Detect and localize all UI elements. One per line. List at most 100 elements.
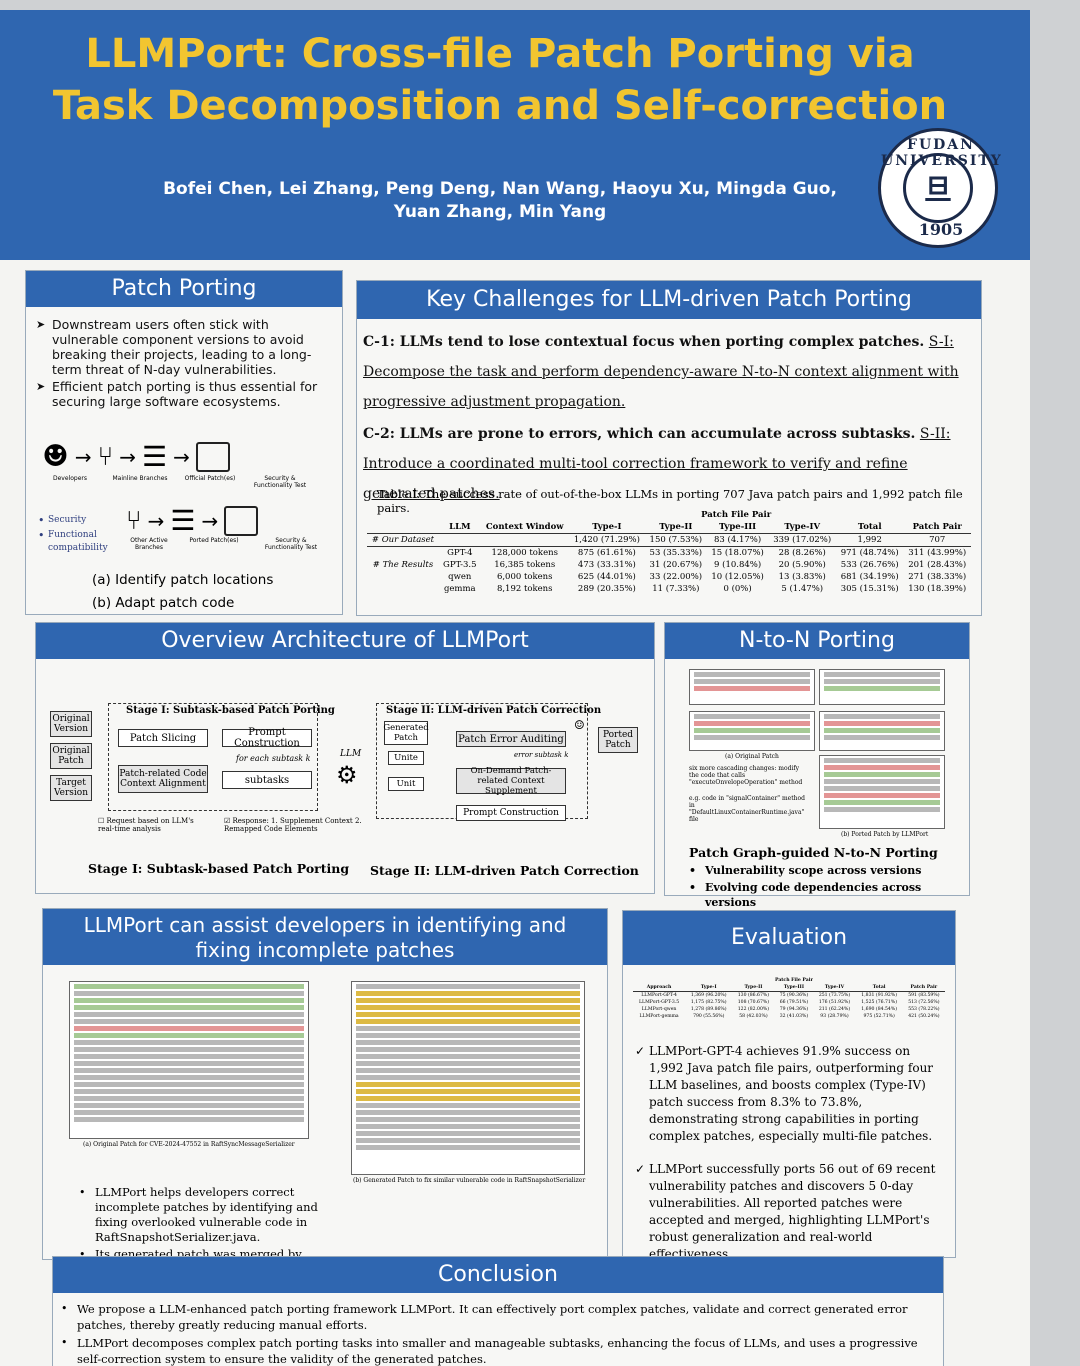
generated-patch-box: Generated Patch (383, 721, 429, 745)
patch-error-auditing-box: Patch Error Auditing (456, 731, 566, 747)
table-cell: 108 (70.67%) (737, 1000, 770, 1005)
table-cell: 93 (28.79%) (820, 1014, 849, 1019)
document-icon: ☰ (170, 504, 196, 537)
stage-1-title: Stage I: Subtask-based Patch Porting (126, 705, 335, 716)
eval-point: ✓ LLMPort successfully ports 56 out of 6… (635, 1161, 941, 1263)
university-logo: FUDAN UNIVERSITY 旦 1905 (878, 128, 1001, 248)
table-cell: 1,420 (71.29%) (573, 535, 640, 545)
workflow-row-1: ☻ → ⑂ → ☰ → Developers Mainline Branches… (42, 439, 332, 489)
table-cell: 971 (48.74%) (840, 548, 899, 558)
table-cell: LLMPort-GPT-3.5 (639, 1000, 680, 1005)
table-cell: 421 (50.24%) (908, 1014, 940, 1019)
request-icon: ☐ (98, 817, 105, 825)
branch-icon: ⑂ (126, 505, 142, 536)
table-cell: 53 (35.33%) (649, 548, 703, 558)
workflow-row-2: ⑂ → ☰ → Other Active Branches Ported Pat… (126, 504, 336, 551)
icon-label: Security & Functionality Test (264, 537, 318, 551)
authors-line-2: Yuan Zhang, Min Yang (393, 202, 607, 222)
poster-header: LLMPort: Cross-file Patch Porting via Ta… (0, 10, 1030, 260)
panel-conclusion: Conclusion We propose a LLM-enhanced pat… (52, 1256, 944, 1366)
legend-request-text: Request based on LLM's real-time analysi… (98, 817, 194, 833)
table-cell: 83 (4.17%) (714, 535, 762, 545)
error-subtask-label: error subtask k (514, 751, 569, 759)
poster-title: LLMPort: Cross-file Patch Porting via Ta… (40, 28, 960, 132)
table-header-cell: Type-IV (768, 521, 836, 534)
response-icon: ☑ (224, 817, 231, 825)
subtasks-box: subtasks (222, 771, 312, 789)
challenge-1: C-1: LLMs tend to lose contextual focus … (363, 327, 973, 417)
panel-title: Overview Architecture of LLMPort (36, 623, 654, 659)
table-cell: 58 (42.03%) (739, 1014, 768, 1019)
ported-patch-output: Ported Patch (598, 727, 638, 753)
table-cell: 6,000 tokens (496, 572, 553, 582)
table-cell: 473 (33.31%) (577, 560, 636, 570)
step: (b) Adapt patch code (92, 595, 235, 611)
table-cell: 1,175 (82.75%) (690, 1000, 727, 1005)
poster: LLMPort: Cross-file Patch Porting via Ta… (0, 10, 1030, 1366)
bullet: LLMPort decomposes complex patch porting… (61, 1335, 935, 1366)
stage-2-title: Stage II: LLM-driven Patch Correction (386, 705, 602, 716)
table-header-cell: Type-II (732, 984, 775, 992)
table-cell: 513 (72.56%) (908, 1000, 940, 1005)
panel-title: Conclusion (53, 1257, 943, 1293)
context-alignment-box: Patch-related Code Context Alignment (118, 765, 208, 793)
bullet: Downstream users often stick with vulner… (36, 317, 332, 377)
eval-point-text: LLMPort-GPT-4 achieves 91.9% success on … (649, 1044, 934, 1143)
bullet: LLMPort helps developers correct incompl… (79, 1185, 345, 1245)
table-cell: 130 (86.67%) (737, 993, 770, 998)
table-header-cell: Approach (633, 984, 686, 992)
stage-1-caption: Stage I: Subtask-based Patch Porting (88, 861, 350, 876)
branch-icon: ⑂ (97, 441, 114, 472)
table-header-cell: Type-III (774, 984, 814, 992)
input-original-version: Original Version (50, 711, 92, 737)
arrow-icon: → (74, 444, 92, 469)
code-generated-patch (351, 981, 585, 1175)
table-header-cell: Total (855, 984, 903, 992)
challenge-2-statement: C-2: LLMs are prone to errors, which can… (363, 426, 916, 442)
table-cell: 591 (83.59%) (908, 993, 940, 998)
table-header-cell: Type-III (706, 521, 769, 534)
arrow-icon: → (119, 444, 137, 469)
logo-emblem: 旦 (903, 153, 973, 223)
solution-2: S-II: Introduce a coordinated multi-tool… (363, 426, 951, 502)
table-row: LLMPort-GPT-3.5 1,175 (82.75%) 108 (70.67%… (633, 999, 945, 1006)
porting-steps: (a) Identify patch locations (b) Adapt p… (92, 569, 273, 615)
table-cell: 79 (94.36%) (779, 1007, 809, 1012)
table-row: gemma 8,192 tokens 289 (20.35%) 11 (7.33%) 0… (367, 583, 971, 595)
table-cell: 20 (5.90%) (778, 560, 826, 570)
table-cell: 122 (82.00%) (737, 1007, 770, 1012)
table-cell: 31 (20.67%) (649, 560, 703, 570)
legend-request: ☐ Request based on LLM's real-time analy… (98, 817, 208, 833)
table-cell: LLMPort-qwen (641, 1007, 677, 1012)
icon-label: Security & Functionality Test (253, 475, 307, 489)
input-original-patch: Original Patch (50, 743, 92, 769)
table-cell: 790 (55.56%) (693, 1014, 725, 1019)
table-row: qwen 6,000 tokens 625 (44.01%) 33 (22.00%) 1… (367, 571, 971, 583)
title-line: fixing incomplete patches (195, 938, 455, 962)
table-header-cell: Patch Pair (903, 521, 971, 534)
table-cell (367, 571, 439, 583)
table-cell: 1,525 (76.71%) (861, 1000, 898, 1005)
note-cascading: six more cascading changes: modify the c… (689, 765, 803, 786)
table-cell: 150 (7.53%) (649, 535, 703, 545)
table-cell: 10 (12.05%) (711, 572, 764, 582)
table-cell: 875 (61.61%) (577, 548, 636, 558)
table-cell: 681 (34.19%) (840, 572, 899, 582)
nton-bullets: Vulnerability scope across versions Evol… (689, 863, 969, 912)
panel-title: LLMPort can assist developers in identif… (43, 909, 607, 965)
evaluation-points: ✓ LLMPort-GPT-4 achieves 91.9% success o… (635, 1043, 941, 1263)
smile-icon: ☺ (574, 718, 585, 732)
monitor-check-icon (224, 505, 259, 536)
eval-group-header: Patch File Pair (774, 978, 813, 983)
table-cell: 305 (15.31%) (840, 584, 899, 594)
table-cell: GPT-4 (447, 548, 473, 558)
table-cell (439, 534, 481, 547)
table-header-cell: Type-IV (813, 984, 856, 992)
conclusion-bullets: We propose a LLM-enhanced patch porting … (61, 1301, 935, 1366)
llm-icon: ⚙ (336, 761, 358, 789)
label-ported-patch: (b) Ported Patch by LLMPort (841, 831, 929, 838)
table-cell: 0 (0%) (723, 584, 752, 594)
table-cell: 32 (41.03%) (779, 1014, 809, 1019)
code-snippet (819, 711, 945, 751)
table-cell: 5 (1.47%) (781, 584, 824, 594)
